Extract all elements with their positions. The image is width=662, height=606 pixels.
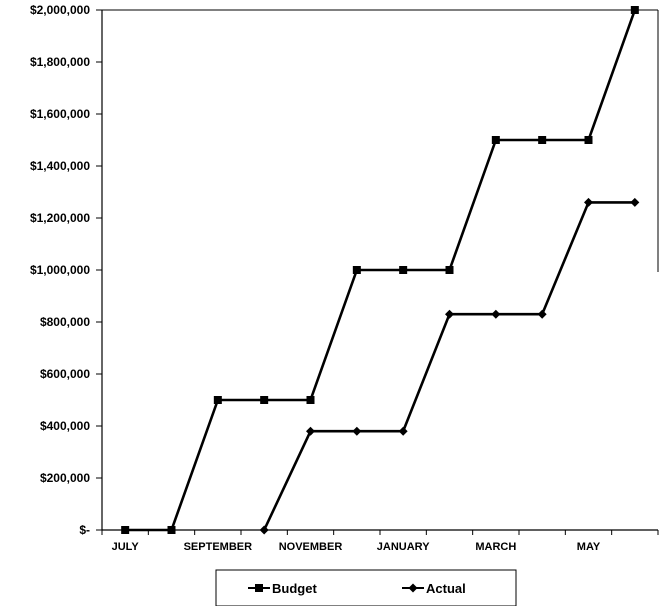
series-actual [259, 197, 640, 535]
data-point-actual [537, 309, 547, 319]
data-point-budget [306, 396, 315, 404]
y-tick-label: $1,800,000 [30, 55, 90, 69]
y-tick-label: $800,000 [40, 315, 90, 329]
data-point-actual [630, 197, 640, 207]
legend: Budget Actual [215, 569, 517, 606]
data-point-actual [408, 583, 418, 593]
data-point-budget [352, 266, 361, 274]
data-point-actual [398, 426, 408, 436]
data-point-budget [491, 136, 500, 144]
data-point-actual [584, 197, 593, 207]
series-budget [121, 6, 639, 534]
x-tick-label: MARCH [475, 541, 516, 553]
data-point-actual [445, 309, 454, 319]
x-tick-label: JANUARY [377, 541, 430, 553]
legend-item-budget: Budget [248, 581, 317, 596]
data-point-budget [255, 584, 263, 592]
data-point-budget [630, 6, 639, 14]
y-tick-label: $600,000 [40, 367, 90, 381]
y-tick-label: $1,400,000 [30, 159, 90, 173]
data-point-actual [306, 426, 315, 436]
data-point-budget [121, 526, 130, 534]
y-tick-label: $400,000 [40, 419, 90, 433]
data-point-actual [259, 525, 269, 535]
legend-item-actual: Actual [402, 581, 466, 596]
y-axis: $- $200,000 $400,000 $600,000 $800,000 $1,000… [30, 3, 102, 537]
y-tick-label: $- [79, 523, 90, 537]
x-tick-label: JULY [112, 541, 140, 553]
data-point-budget [399, 266, 408, 274]
x-tick-label: SEPTEMBER [184, 541, 253, 553]
data-point-actual [491, 309, 501, 319]
series-line-actual [262, 201, 635, 531]
data-point-actual [352, 426, 362, 436]
data-point-budget [445, 266, 454, 274]
data-point-budget [213, 396, 222, 404]
series-layer [121, 6, 640, 535]
y-tick-label: $1,600,000 [30, 107, 90, 121]
data-point-budget [260, 396, 269, 404]
x-tick-label: NOVEMBER [279, 541, 343, 553]
x-tick-label: MAY [577, 541, 601, 553]
legend-label: Actual [426, 581, 466, 596]
y-tick-label: $200,000 [40, 471, 90, 485]
y-tick-label: $1,000,000 [30, 263, 90, 277]
data-point-budget [167, 526, 176, 534]
data-point-budget [584, 136, 593, 144]
legend-label: Budget [272, 581, 317, 596]
series-line-budget [125, 9, 637, 532]
data-point-budget [538, 136, 547, 144]
y-tick-label: $2,000,000 [30, 3, 90, 17]
y-tick-label: $1,200,000 [30, 211, 90, 225]
x-axis: JULY SEPTEMBER NOVEMBER JANUARY MARCH MAY [101, 530, 659, 553]
